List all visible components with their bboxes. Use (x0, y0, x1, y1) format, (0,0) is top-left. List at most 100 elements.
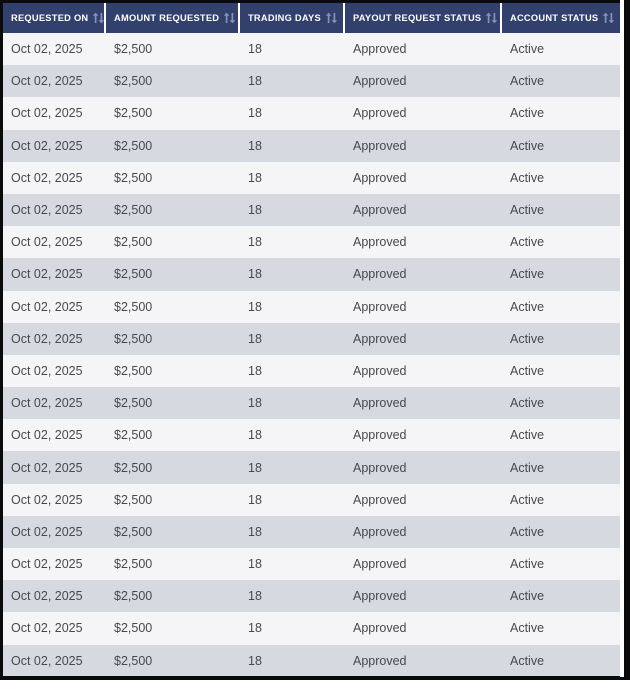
table-row: Oct 02, 2025 $2,500 18 Approved Active (3, 226, 620, 259)
cell-trading-days: 18 (248, 589, 262, 604)
cell-requested-on: Oct 02, 2025 (11, 621, 83, 636)
table-row: Oct 02, 2025 $2,500 18 Approved Active (3, 97, 620, 130)
cell-amount-requested: $2,500 (114, 428, 153, 443)
table-body: Oct 02, 2025 $2,500 18 Approved Active O… (3, 33, 620, 676)
column-header[interactable]: PAYOUT REQUEST STATUS (345, 3, 502, 33)
cell-payout-request-status: Approved (353, 138, 407, 153)
cell-account-status: Active (510, 267, 545, 282)
cell-amount-requested: $2,500 (114, 396, 153, 411)
cell-trading-days: 18 (248, 331, 262, 346)
cell-amount-requested: $2,500 (114, 42, 153, 57)
column-header-label: TRADING DAYS (248, 13, 321, 23)
cell-trading-days: 18 (248, 299, 262, 314)
cell-requested-on: Oct 02, 2025 (11, 524, 83, 539)
cell-account-status: Active (510, 524, 545, 539)
cell-amount-requested: $2,500 (114, 492, 153, 507)
table-row: Oct 02, 2025 $2,500 18 Approved Active (3, 129, 620, 162)
cell-trading-days: 18 (248, 524, 262, 539)
cell-amount-requested: $2,500 (114, 299, 153, 314)
cell-trading-days: 18 (248, 138, 262, 153)
cell-amount-requested: $2,500 (114, 557, 153, 572)
cell-account-status: Active (510, 74, 545, 89)
cell-payout-request-status: Approved (353, 460, 407, 475)
table-row: Oct 02, 2025 $2,500 18 Approved Active (3, 548, 620, 581)
cell-account-status: Active (510, 396, 545, 411)
cell-requested-on: Oct 02, 2025 (11, 589, 83, 604)
table-row: Oct 02, 2025 $2,500 18 Approved Active (3, 65, 620, 98)
sort-arrows-icon[interactable] (92, 12, 104, 24)
cell-trading-days: 18 (248, 42, 262, 57)
table-row: Oct 02, 2025 $2,500 18 Approved Active (3, 419, 620, 452)
table-row: Oct 02, 2025 $2,500 18 Approved Active (3, 644, 620, 676)
cell-trading-days: 18 (248, 396, 262, 411)
cell-trading-days: 18 (248, 460, 262, 475)
cell-trading-days: 18 (248, 235, 262, 250)
cell-amount-requested: $2,500 (114, 138, 153, 153)
cell-payout-request-status: Approved (353, 42, 407, 57)
cell-amount-requested: $2,500 (114, 524, 153, 539)
cell-requested-on: Oct 02, 2025 (11, 557, 83, 572)
table-row: Oct 02, 2025 $2,500 18 Approved Active (3, 483, 620, 516)
cell-account-status: Active (510, 235, 545, 250)
sort-arrows-icon[interactable] (325, 12, 338, 24)
cell-requested-on: Oct 02, 2025 (11, 460, 83, 475)
sort-arrows-icon[interactable] (485, 12, 498, 24)
column-header-label: REQUESTED ON (11, 13, 89, 23)
cell-account-status: Active (510, 621, 545, 636)
table-row: Oct 02, 2025 $2,500 18 Approved Active (3, 580, 620, 613)
cell-payout-request-status: Approved (353, 363, 407, 378)
column-header-label: AMOUNT REQUESTED (114, 13, 220, 23)
table-header-row: REQUESTED ON AMOUNT REQUESTED TRADING DA… (3, 3, 620, 33)
cell-payout-request-status: Approved (353, 589, 407, 604)
column-header[interactable]: ACCOUNT STATUS (502, 3, 620, 33)
cell-requested-on: Oct 02, 2025 (11, 138, 83, 153)
table-row: Oct 02, 2025 $2,500 18 Approved Active (3, 387, 620, 420)
cell-account-status: Active (510, 331, 545, 346)
cell-requested-on: Oct 02, 2025 (11, 74, 83, 89)
cell-amount-requested: $2,500 (114, 589, 153, 604)
cell-trading-days: 18 (248, 203, 262, 218)
cell-trading-days: 18 (248, 428, 262, 443)
sort-arrows-icon[interactable] (602, 12, 615, 24)
cell-requested-on: Oct 02, 2025 (11, 170, 83, 185)
cell-trading-days: 18 (248, 363, 262, 378)
table-row: Oct 02, 2025 $2,500 18 Approved Active (3, 515, 620, 548)
cell-account-status: Active (510, 299, 545, 314)
cell-amount-requested: $2,500 (114, 106, 153, 121)
payout-requests-table: REQUESTED ON AMOUNT REQUESTED TRADING DA… (3, 3, 620, 676)
table-row: Oct 02, 2025 $2,500 18 Approved Active (3, 33, 620, 66)
cell-payout-request-status: Approved (353, 331, 407, 346)
column-header[interactable]: TRADING DAYS (240, 3, 345, 33)
cell-payout-request-status: Approved (353, 170, 407, 185)
cell-amount-requested: $2,500 (114, 363, 153, 378)
cell-payout-request-status: Approved (353, 557, 407, 572)
cell-payout-request-status: Approved (353, 492, 407, 507)
cell-payout-request-status: Approved (353, 106, 407, 121)
cell-trading-days: 18 (248, 557, 262, 572)
cell-account-status: Active (510, 492, 545, 507)
cell-account-status: Active (510, 363, 545, 378)
cell-account-status: Active (510, 170, 545, 185)
column-header[interactable]: AMOUNT REQUESTED (106, 3, 240, 33)
cell-payout-request-status: Approved (353, 428, 407, 443)
column-header[interactable]: REQUESTED ON (3, 3, 106, 33)
cell-requested-on: Oct 02, 2025 (11, 396, 83, 411)
cell-trading-days: 18 (248, 74, 262, 89)
table-row: Oct 02, 2025 $2,500 18 Approved Active (3, 193, 620, 227)
cell-amount-requested: $2,500 (114, 621, 153, 636)
sort-arrows-icon[interactable] (223, 12, 236, 24)
cell-payout-request-status: Approved (353, 524, 407, 539)
table-row: Oct 02, 2025 $2,500 18 Approved Active (3, 451, 620, 484)
cell-account-status: Active (510, 42, 545, 57)
cell-requested-on: Oct 02, 2025 (11, 203, 83, 218)
cell-amount-requested: $2,500 (114, 203, 153, 218)
cell-requested-on: Oct 02, 2025 (11, 106, 83, 121)
cell-account-status: Active (510, 203, 545, 218)
cell-requested-on: Oct 02, 2025 (11, 299, 83, 314)
cell-payout-request-status: Approved (353, 235, 407, 250)
cell-account-status: Active (510, 653, 545, 668)
cell-payout-request-status: Approved (353, 653, 407, 668)
scrollbar-track[interactable] (620, 0, 624, 677)
table-row: Oct 02, 2025 $2,500 18 Approved Active (3, 322, 620, 355)
